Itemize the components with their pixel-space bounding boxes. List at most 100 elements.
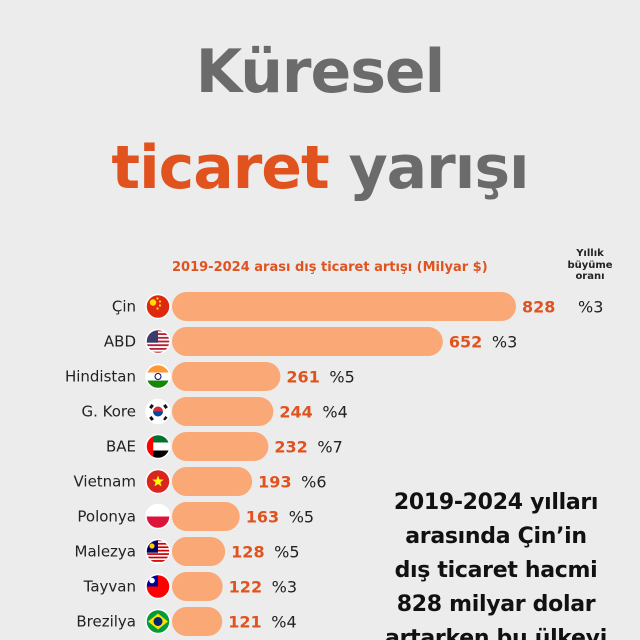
bar-row: BAE 232 %7 (106, 432, 343, 461)
note-line: arasında Çin’in (405, 524, 587, 549)
flag-star (152, 475, 164, 487)
note-line: artarken bu ülkeyi (385, 626, 607, 640)
bar-row: Malezya 128 %5 (75, 537, 300, 566)
value-label: 828 (522, 298, 555, 317)
flag-part (146, 516, 170, 529)
title-accent-word: ticaret (111, 133, 329, 203)
flag-part (146, 553, 170, 555)
growth-label: %5 (289, 508, 314, 527)
category-label: BAE (106, 438, 136, 456)
bar-row: Brezilya 121 %4 (76, 607, 297, 636)
growth-header-line: oranı (575, 271, 605, 282)
flag-part (163, 416, 168, 421)
growth-label: %5 (274, 543, 299, 562)
category-label: ABD (104, 333, 136, 351)
bar-row: ABD 652 %3 (104, 327, 517, 356)
flag-part (146, 380, 170, 389)
bar-row: Vietnam 193 %6 (73, 467, 327, 496)
flag-part (146, 351, 170, 354)
note-line: 828 milyar dolar (396, 592, 596, 617)
bar (172, 292, 516, 321)
category-label: Brezilya (76, 613, 136, 631)
bar-row: G. Kore 244 %4 (82, 397, 348, 426)
flag-star (156, 307, 159, 310)
value-label: 163 (246, 508, 279, 527)
flag-part (146, 504, 170, 517)
bar (172, 607, 223, 636)
bar (172, 362, 281, 391)
flag-star (158, 300, 162, 303)
flag-chakra (154, 373, 162, 380)
uae-flag-icon (146, 434, 170, 459)
summary-note: 2019-2024 yılları arasında Çin’in dış ti… (352, 486, 640, 640)
growth-header-line: Yıllık (576, 248, 604, 259)
chart-subtitle: 2019-2024 arası dış ticaret artışı (Mily… (172, 260, 488, 275)
bar (172, 502, 240, 531)
growth-label: %3 (272, 578, 297, 597)
flag-border (145, 328, 171, 355)
bar-row: Polonya 163 %5 (77, 502, 314, 531)
flag-border (145, 468, 171, 495)
india-flag-icon (146, 364, 170, 389)
flag-taeguk-red (153, 406, 163, 412)
flag-border (145, 538, 171, 565)
flag-star (158, 304, 162, 307)
growth-rate-header: Yıllık büyüme oranı (560, 248, 620, 283)
growth-label: %3 (578, 298, 603, 317)
flag-crescent (149, 543, 155, 549)
title-line-2: ticaret yarışı (0, 138, 640, 198)
bar (172, 467, 253, 496)
bar (172, 397, 274, 426)
title-rest-word: yarışı (348, 133, 530, 203)
flag-part (146, 442, 170, 451)
flag-border (145, 293, 171, 320)
category-label: Tayvan (83, 578, 136, 596)
category-label: Hindistan (65, 368, 136, 386)
flag-taeguk-blue (153, 411, 163, 417)
category-label: Polonya (77, 508, 136, 526)
bar (172, 572, 223, 601)
bar-row: Çin 828 %3 (112, 292, 603, 321)
category-label: G. Kore (82, 403, 137, 421)
category-label: Vietnam (73, 473, 136, 491)
flag-part (163, 404, 168, 409)
flag-part (146, 434, 154, 459)
flag-border (145, 573, 171, 600)
value-label: 121 (228, 613, 261, 632)
flag-border (145, 503, 171, 530)
title-line-1: Küresel (195, 37, 445, 107)
note-line: 2019-2024 yılları (393, 490, 599, 515)
growth-header-line: büyüme (567, 259, 613, 271)
flag-part (146, 347, 170, 350)
poland-flag-icon (146, 504, 170, 529)
growth-label: %5 (329, 368, 354, 387)
flag-part (146, 556, 170, 559)
value-label: 122 (229, 578, 262, 597)
flag-part (146, 372, 170, 381)
flag-part (149, 404, 154, 409)
bar-row: Tayvan 122 %3 (83, 572, 297, 601)
flag-part (146, 434, 170, 443)
flag-globe (153, 617, 163, 626)
growth-label: %7 (317, 438, 342, 457)
bar-row: Hindistan 261 %5 (65, 362, 355, 391)
growth-label: %3 (492, 333, 517, 352)
flag-border (145, 433, 171, 460)
flag-sun (149, 577, 155, 584)
note-line: dış ticaret hacmi (394, 558, 598, 583)
bar (172, 537, 226, 566)
flag-part (146, 344, 170, 347)
growth-label: %6 (301, 473, 326, 492)
category-label: Çin (112, 298, 136, 316)
flag-star (149, 299, 157, 306)
flag-part (146, 560, 170, 562)
flag-part (149, 416, 154, 421)
value-label: 128 (231, 543, 264, 562)
value-label: 244 (279, 403, 312, 422)
flag-part (146, 364, 170, 373)
bar (172, 432, 269, 461)
value-label: 193 (258, 473, 291, 492)
value-label: 652 (449, 333, 482, 352)
flag-part (146, 450, 170, 459)
